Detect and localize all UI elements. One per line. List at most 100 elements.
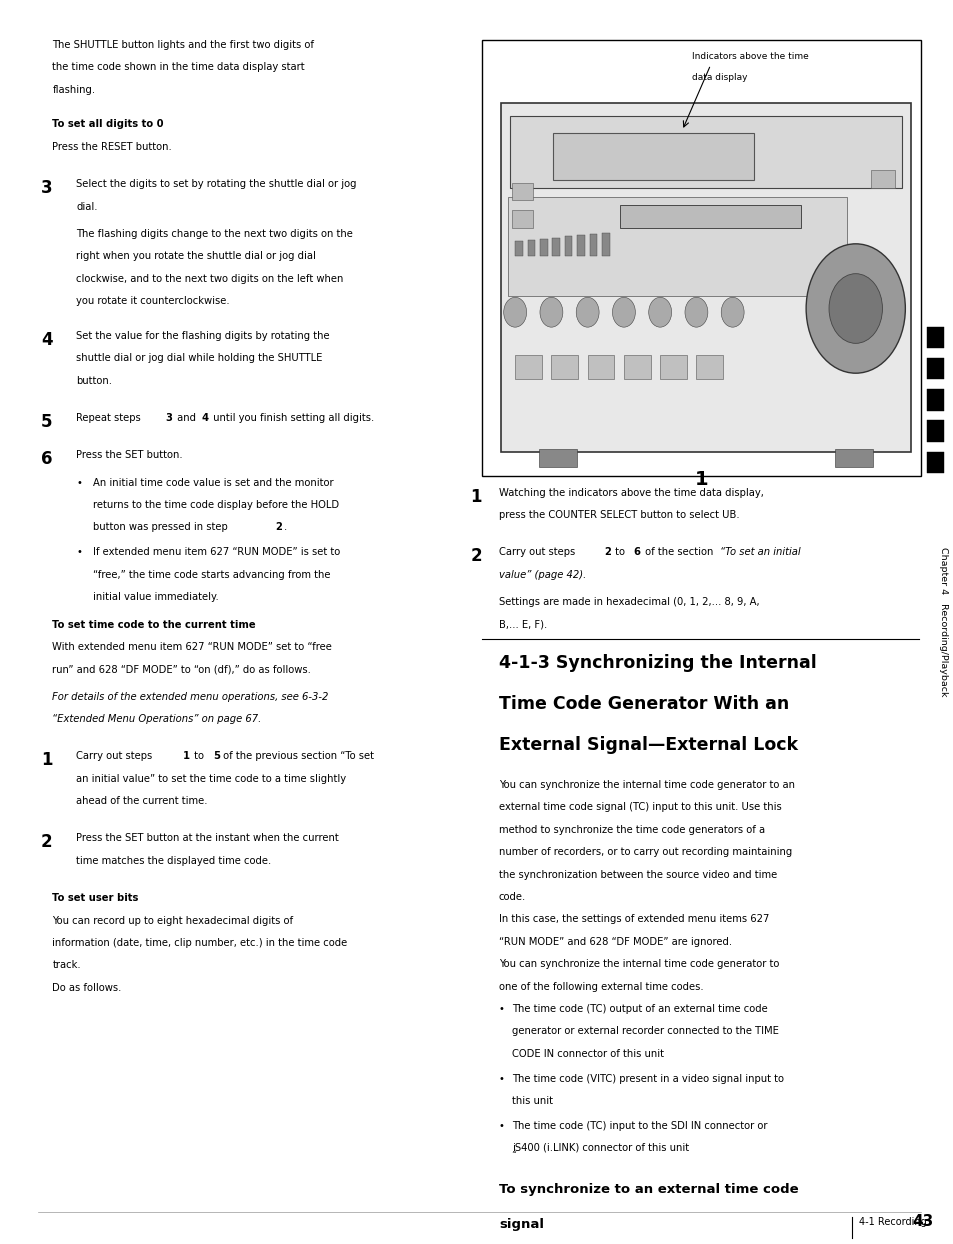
- Text: of the section: of the section: [641, 547, 719, 557]
- Bar: [481, 40, 920, 476]
- Bar: [601, 233, 609, 256]
- Text: Carry out steps: Carry out steps: [498, 547, 578, 557]
- Text: button.: button.: [76, 376, 112, 386]
- Text: flashing.: flashing.: [52, 85, 95, 95]
- Bar: [527, 240, 535, 256]
- Text: value” (page 42).: value” (page 42).: [498, 570, 585, 580]
- Text: The time code (VITC) present in a video signal input to: The time code (VITC) present in a video …: [512, 1074, 783, 1084]
- Bar: [926, 452, 943, 473]
- Bar: [512, 210, 533, 228]
- Circle shape: [648, 297, 671, 327]
- Text: The time code (TC) output of an external time code: The time code (TC) output of an external…: [512, 1004, 767, 1014]
- Text: shuttle dial or jog dial while holding the SHUTTLE: shuttle dial or jog dial while holding t…: [76, 353, 322, 363]
- Text: Indicators above the time: Indicators above the time: [691, 52, 807, 61]
- Bar: [553, 133, 753, 180]
- Text: 4-1 Recording: 4-1 Recording: [858, 1217, 925, 1227]
- Bar: [552, 238, 559, 256]
- Bar: [623, 355, 650, 379]
- Bar: [539, 239, 547, 256]
- Text: and: and: [173, 413, 198, 423]
- Text: 4: 4: [201, 413, 208, 423]
- Bar: [589, 234, 597, 256]
- Text: the synchronization between the source video and time: the synchronization between the source v…: [498, 870, 777, 880]
- Text: code.: code.: [498, 892, 526, 902]
- Text: 3: 3: [165, 413, 172, 423]
- Text: External Signal—External Lock: External Signal—External Lock: [498, 736, 797, 754]
- Text: The time code (TC) input to the SDI IN connector or: The time code (TC) input to the SDI IN c…: [512, 1121, 767, 1131]
- Text: If extended menu item 627 “RUN MODE” is set to: If extended menu item 627 “RUN MODE” is …: [92, 547, 339, 557]
- Bar: [508, 197, 846, 296]
- Text: Settings are made in hexadecimal (0, 1, 2,... 8, 9, A,: Settings are made in hexadecimal (0, 1, …: [498, 597, 759, 607]
- Text: Watching the indicators above the time data display,: Watching the indicators above the time d…: [498, 488, 763, 498]
- Text: external time code signal (TC) input to this unit. Use this: external time code signal (TC) input to …: [498, 802, 781, 812]
- Text: 6: 6: [41, 450, 52, 468]
- Text: information (date, time, clip number, etc.) in the time code: information (date, time, clip number, et…: [52, 938, 347, 948]
- Text: In this case, the settings of extended menu items 627: In this case, the settings of extended m…: [498, 914, 768, 924]
- Text: Repeat steps: Repeat steps: [76, 413, 144, 423]
- Text: “Extended Menu Operations” on page 67.: “Extended Menu Operations” on page 67.: [52, 714, 261, 724]
- Text: With extended menu item 627 “RUN MODE” set to “free: With extended menu item 627 “RUN MODE” s…: [52, 642, 332, 652]
- Bar: [926, 389, 943, 411]
- Text: To set user bits: To set user bits: [52, 893, 139, 903]
- Text: The flashing digits change to the next two digits on the: The flashing digits change to the next t…: [76, 229, 353, 239]
- Text: Do as follows.: Do as follows.: [52, 983, 122, 993]
- Text: ḭS400 (i.LINK) connector of this unit: ḭS400 (i.LINK) connector of this unit: [512, 1143, 689, 1153]
- Text: “free,” the time code starts advancing from the: “free,” the time code starts advancing f…: [92, 570, 330, 580]
- Text: 4-1-3 Synchronizing the Internal: 4-1-3 Synchronizing the Internal: [498, 654, 816, 672]
- Circle shape: [720, 297, 743, 327]
- Text: Chapter 4   Recording/Playback: Chapter 4 Recording/Playback: [938, 547, 947, 697]
- Text: button was pressed in step: button was pressed in step: [92, 522, 231, 532]
- Bar: [696, 355, 722, 379]
- Text: Carry out steps: Carry out steps: [76, 751, 155, 761]
- Text: 5: 5: [213, 751, 219, 761]
- Circle shape: [539, 297, 562, 327]
- Text: the time code shown in the time data display start: the time code shown in the time data dis…: [52, 62, 305, 72]
- Text: to: to: [191, 751, 207, 761]
- Text: generator or external recorder connected to the TIME: generator or external recorder connected…: [512, 1026, 779, 1036]
- Circle shape: [503, 297, 526, 327]
- Text: 2: 2: [603, 547, 610, 557]
- Text: •: •: [498, 1004, 504, 1014]
- Bar: [834, 449, 872, 466]
- Text: signal: signal: [498, 1218, 543, 1230]
- Text: 3: 3: [41, 179, 52, 197]
- Text: you rotate it counterclockwise.: you rotate it counterclockwise.: [76, 296, 230, 306]
- Text: To set time code to the current time: To set time code to the current time: [52, 620, 255, 629]
- Text: of the previous section “To set: of the previous section “To set: [220, 751, 374, 761]
- Bar: [510, 116, 901, 188]
- Text: •: •: [76, 478, 82, 488]
- Text: 1: 1: [694, 470, 707, 489]
- Circle shape: [612, 297, 635, 327]
- Text: time matches the displayed time code.: time matches the displayed time code.: [76, 856, 272, 866]
- Circle shape: [828, 274, 882, 343]
- Text: initial value immediately.: initial value immediately.: [92, 592, 218, 602]
- Text: 2: 2: [275, 522, 282, 532]
- Text: You can synchronize the internal time code generator to: You can synchronize the internal time co…: [498, 959, 779, 969]
- Text: To synchronize to an external time code: To synchronize to an external time code: [498, 1183, 798, 1195]
- Text: returns to the time code display before the HOLD: returns to the time code display before …: [92, 500, 338, 510]
- Bar: [587, 355, 614, 379]
- Bar: [926, 358, 943, 379]
- Text: 6: 6: [633, 547, 639, 557]
- Bar: [551, 355, 578, 379]
- Text: Press the SET button at the instant when the current: Press the SET button at the instant when…: [76, 833, 338, 843]
- Text: 1: 1: [183, 751, 190, 761]
- Text: To set all digits to 0: To set all digits to 0: [52, 119, 164, 129]
- Text: “RUN MODE” and 628 “DF MODE” are ignored.: “RUN MODE” and 628 “DF MODE” are ignored…: [498, 937, 731, 947]
- Text: An initial time code value is set and the monitor: An initial time code value is set and th…: [92, 478, 333, 488]
- Text: run” and 628 “DF MODE” to “on (df),” do as follows.: run” and 628 “DF MODE” to “on (df),” do …: [52, 664, 311, 674]
- Text: 1: 1: [470, 488, 481, 505]
- Text: •: •: [498, 1121, 504, 1131]
- Text: press the COUNTER SELECT button to select UB.: press the COUNTER SELECT button to selec…: [498, 510, 739, 520]
- Circle shape: [684, 297, 707, 327]
- Bar: [659, 355, 686, 379]
- Text: clockwise, and to the next two digits on the left when: clockwise, and to the next two digits on…: [76, 274, 343, 284]
- Bar: [926, 420, 943, 442]
- Text: 2: 2: [470, 547, 481, 565]
- Bar: [515, 355, 541, 379]
- Bar: [515, 241, 522, 256]
- Text: ahead of the current time.: ahead of the current time.: [76, 796, 208, 806]
- Text: one of the following external time codes.: one of the following external time codes…: [498, 982, 702, 991]
- Text: dial.: dial.: [76, 202, 98, 211]
- Text: •: •: [76, 547, 82, 557]
